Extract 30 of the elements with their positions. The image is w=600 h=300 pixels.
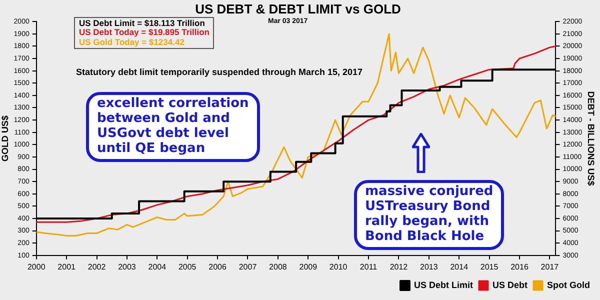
annotation: massive conjured USTreasury Bond rally began, with Bond Black Hole [354, 180, 504, 250]
x-tick-label: 2010 [329, 262, 348, 272]
annotation: excellent correlation between Gold and USGovt debt level until QE began [86, 92, 260, 162]
x-tick-label: 2013 [420, 262, 438, 272]
y-axis-title: GOLD US$ [0, 115, 10, 162]
x-tick-label: 2014 [450, 262, 469, 272]
annotation: US Debt Limit = $18.113 Trillion [79, 18, 206, 28]
x-tick-label: 2005 [178, 262, 197, 272]
x-tick-label: 2015 [480, 262, 499, 272]
x-tick-label: 2007 [238, 262, 258, 272]
x-tick-label: 2017 [540, 262, 560, 272]
annotation: Statutory debt limit temporarily suspended through March 15, 2017 [76, 67, 363, 77]
x-tick-label: 2016 [510, 262, 529, 272]
x-tick-label: 2002 [88, 262, 106, 272]
annotation: US Gold Today = $1234.42 [79, 36, 186, 48]
x-tick-label: 2001 [58, 262, 76, 272]
x-tick-label: 2009 [299, 262, 318, 272]
chart-title: US DEBT & DEBT LIMIT vs GOLD [195, 1, 401, 16]
legend-label: US Debt [492, 280, 528, 290]
x-tick-label: 2008 [269, 262, 288, 272]
x-tick-label: 2003 [118, 262, 136, 272]
x-tick-label: 2004 [148, 262, 167, 272]
x-tick-label: 2000 [27, 262, 46, 272]
y2-axis-title: DEBT - BILLIONS US$ [586, 91, 596, 186]
legend-label: Spot Gold [547, 280, 590, 290]
annotation: US Debt Today = $19.895 Trillion [79, 27, 210, 38]
x-tick-label: 2012 [390, 262, 408, 272]
legend-label: US Debt Limit [414, 280, 474, 290]
x-tick-label: 2006 [208, 262, 227, 272]
x-tick-label: 2011 [360, 262, 378, 272]
